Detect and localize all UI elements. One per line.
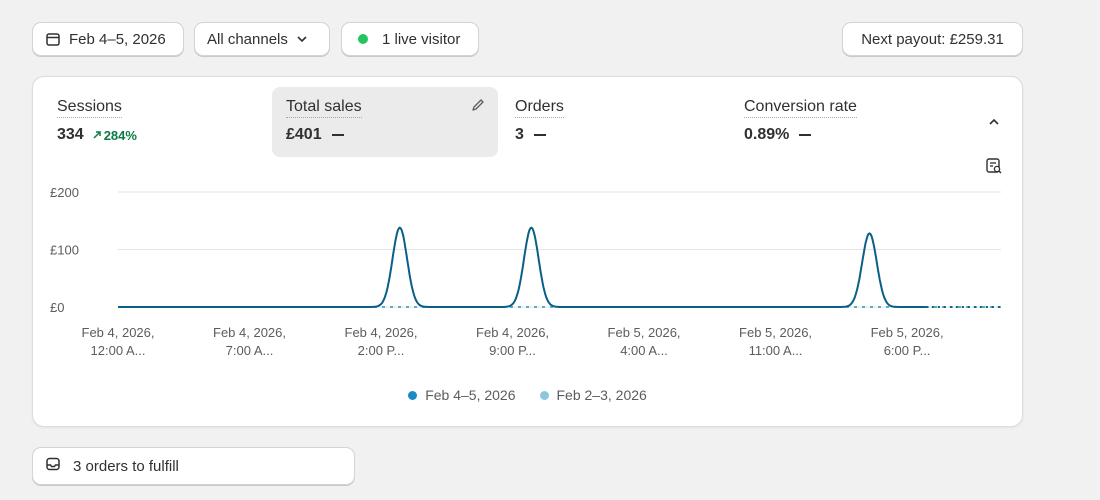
orders-to-fulfill-button[interactable]: 3 orders to fulfill: [32, 447, 355, 485]
legend-item-current[interactable]: Feb 4–5, 2026: [408, 387, 516, 403]
no-change-dash: [799, 134, 812, 136]
channels-dropdown[interactable]: All channels: [194, 22, 330, 56]
trend-badge: 284%: [92, 128, 137, 143]
calendar-icon: [45, 31, 61, 47]
legend-label: Feb 4–5, 2026: [425, 387, 516, 403]
x-tick-label: 11:00 A...: [749, 343, 803, 358]
metric-value: 334: [57, 126, 84, 143]
pencil-icon[interactable]: [470, 97, 486, 118]
view-report-button[interactable]: [983, 155, 1005, 177]
x-tick-label: Feb 5, 2026,: [871, 325, 944, 340]
no-change-dash: [533, 134, 546, 136]
x-tick-label: 12:00 A...: [91, 343, 146, 358]
metric-total-sales[interactable]: Total sales £401: [272, 87, 498, 157]
x-tick-label: Feb 4, 2026,: [82, 325, 155, 340]
trend-value: 284%: [103, 127, 137, 143]
collapse-button[interactable]: [983, 111, 1005, 133]
y-tick-label: £0: [50, 300, 64, 315]
metric-sessions[interactable]: Sessions 334 284%: [43, 87, 269, 157]
chevron-down-icon: [296, 33, 308, 45]
metric-value: 3: [515, 126, 524, 143]
metric-orders[interactable]: Orders 3: [501, 87, 727, 157]
x-tick-label: Feb 4, 2026,: [345, 325, 418, 340]
inbox-icon: [45, 456, 61, 476]
metric-label: Conversion rate: [744, 97, 857, 118]
next-payout-button[interactable]: Next payout: £259.31: [842, 22, 1023, 56]
current-series-line: [118, 226, 926, 308]
x-tick-label: 2:00 P...: [358, 343, 405, 358]
no-change-dash: [331, 134, 344, 136]
legend-dot-comparison: [539, 390, 549, 400]
report-search-icon: [986, 158, 1002, 174]
metric-value: £401: [286, 126, 322, 143]
x-tick-label: Feb 5, 2026,: [739, 325, 812, 340]
x-tick-label: Feb 5, 2026,: [608, 325, 681, 340]
trend-up-arrow-icon: [93, 131, 101, 139]
x-tick-label: Feb 4, 2026,: [476, 325, 549, 340]
x-tick-label: 6:00 P...: [884, 343, 931, 358]
metric-conversion-rate[interactable]: Conversion rate 0.89%: [730, 87, 956, 157]
live-visitor-label: 1 live visitor: [382, 30, 461, 48]
legend-dot-current: [408, 390, 418, 400]
date-range-label: Feb 4–5, 2026: [69, 30, 166, 48]
next-payout-label: Next payout: £259.31: [861, 30, 1004, 48]
chart-legend: Feb 4–5, 2026 Feb 2–3, 2026: [33, 387, 1022, 403]
x-tick-label: 7:00 A...: [226, 343, 274, 358]
metric-label: Orders: [515, 97, 564, 118]
x-tick-label: 9:00 P...: [489, 343, 536, 358]
metric-label: Sessions: [57, 97, 122, 118]
legend-label: Feb 2–3, 2026: [556, 387, 647, 403]
chevron-up-icon: [989, 118, 999, 125]
orders-to-fulfill-label: 3 orders to fulfill: [73, 457, 179, 475]
live-status-dot: [358, 34, 368, 44]
metric-value: 0.89%: [744, 126, 790, 143]
sales-overview-card: Sessions 334 284% Total sales £401 Order…: [32, 76, 1023, 427]
date-range-button[interactable]: Feb 4–5, 2026: [32, 22, 184, 56]
y-tick-label: £200: [50, 185, 79, 200]
y-tick-label: £100: [50, 243, 79, 258]
sales-line-chart: £200 £100 £0 Feb 4, 2026, 12:00 A... Feb 4, 2…: [50, 185, 1001, 358]
metric-label: Total sales: [286, 97, 362, 118]
x-tick-label: 4:00 A...: [620, 343, 668, 358]
live-visitor-button[interactable]: 1 live visitor: [341, 22, 479, 56]
channels-label: All channels: [207, 30, 288, 48]
x-tick-label: Feb 4, 2026,: [213, 325, 286, 340]
legend-item-comparison[interactable]: Feb 2–3, 2026: [539, 387, 647, 403]
